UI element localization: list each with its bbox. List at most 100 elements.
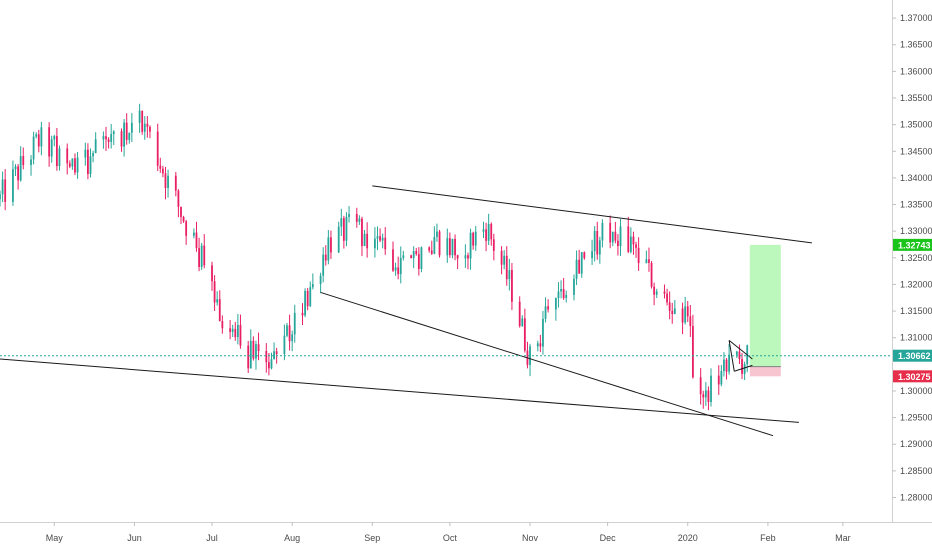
candle-body [141, 110, 144, 132]
candle-body [306, 290, 309, 307]
y-tick-label: 1.34500 [900, 146, 932, 156]
candle-body [617, 240, 619, 247]
candle-body [273, 351, 275, 360]
candle-body [508, 270, 511, 280]
candle-body [446, 238, 449, 256]
candle-body [239, 324, 242, 346]
candle-body [591, 251, 593, 259]
candle-body [358, 218, 361, 222]
candle-body [562, 289, 565, 299]
candle-body [614, 231, 617, 241]
candle-body [340, 218, 343, 227]
trendline-lower-channel [320, 291, 774, 437]
candle-body [68, 163, 71, 167]
candle-body [686, 306, 689, 317]
candle-body [557, 291, 560, 298]
candle-body [560, 289, 562, 292]
current-price-badge-bg [893, 349, 932, 362]
candle-body [648, 259, 650, 263]
candle-body [593, 230, 596, 252]
y-tick-label: 1.31000 [900, 333, 932, 343]
candle-body [149, 126, 151, 132]
y-tick-label: 1.37000 [900, 13, 932, 23]
candle-body [523, 318, 526, 351]
candle-body [40, 127, 43, 147]
candle-body [671, 310, 674, 315]
candle-body [684, 306, 687, 323]
candle-body [120, 131, 123, 147]
candle-body [376, 236, 379, 239]
y-tick-label: 1.33500 [900, 200, 932, 210]
candle-body [565, 294, 568, 299]
y-tick-label: 1.31500 [900, 306, 932, 316]
candle-body [92, 153, 94, 157]
candle-body [211, 265, 213, 282]
candle-body [472, 232, 475, 246]
candle-body [112, 131, 115, 135]
candles-layer [0, 103, 749, 411]
candle-body [252, 340, 255, 359]
candle-body [521, 318, 524, 327]
candle-body [19, 156, 22, 181]
x-tick-label: Aug [284, 533, 300, 543]
position-tool [749, 244, 781, 377]
candle-body [37, 134, 40, 147]
candle-body [161, 168, 164, 174]
x-tick-label: Mar [835, 533, 851, 543]
candle-body [428, 247, 431, 251]
candle-body [490, 224, 493, 240]
candle-body [342, 218, 345, 241]
candle-body [50, 139, 53, 157]
candle-body [668, 302, 671, 311]
candle-body [322, 254, 325, 276]
candle-body [438, 231, 441, 256]
candle-body [110, 134, 113, 142]
candle-body [35, 134, 38, 137]
candle-body [218, 299, 221, 322]
candle-body [324, 254, 327, 261]
candle-body [430, 250, 433, 254]
candle-body [231, 328, 234, 332]
candle-body [487, 224, 490, 241]
candle-body [12, 169, 14, 202]
candle-body [164, 173, 167, 188]
candle-body [283, 335, 286, 355]
candle-body [275, 351, 278, 355]
y-tick-label: 1.33000 [900, 226, 932, 236]
candle-body [14, 166, 17, 170]
candle-body [213, 281, 216, 303]
candle-body [544, 306, 547, 319]
candle-body [327, 237, 330, 261]
candle-body [609, 222, 612, 243]
candle-body [94, 139, 97, 154]
candle-body [420, 247, 423, 269]
candle-body [645, 259, 648, 264]
candle-body [505, 255, 508, 280]
candle-body [1, 179, 4, 195]
candle-body [345, 216, 348, 241]
y-tick-label: 1.36500 [900, 40, 932, 50]
candle-body [32, 136, 35, 160]
candle-body [182, 216, 185, 222]
candle-body [410, 255, 413, 259]
candle-body [474, 231, 477, 246]
candle-body [247, 345, 250, 369]
candle-body [146, 123, 149, 127]
candle-body [167, 175, 169, 188]
candle-body [193, 232, 195, 236]
candle-body [30, 159, 32, 166]
candle-body [102, 136, 105, 140]
candle-body [635, 244, 637, 248]
candle-body [436, 231, 438, 238]
x-tick-label: Oct [443, 533, 458, 543]
candle-body [17, 166, 20, 181]
candle-body [337, 226, 340, 253]
entry-price-badge-bg [893, 360, 932, 373]
x-tick-label: Jun [127, 533, 142, 543]
target-price-badge-label: 1.32743 [898, 240, 931, 250]
candle-body [454, 238, 456, 256]
candle-body [482, 229, 485, 232]
candle-body [177, 190, 180, 207]
